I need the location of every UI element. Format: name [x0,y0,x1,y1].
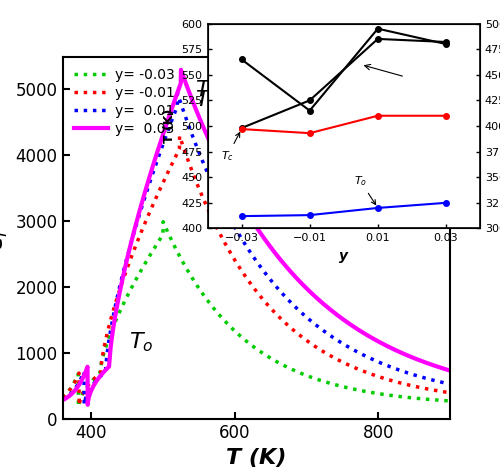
Line: y=  0.03: y= 0.03 [62,70,450,405]
y= -0.01 [447,390,453,396]
y=  0.03 [60,398,66,403]
y= -0.03 [160,219,166,225]
Legend: y= -0.03, y= -0.01, y=  0.01, y=  0.03: y= -0.03, y= -0.01, y= 0.01, y= 0.03 [70,64,180,140]
Text: $T_c$: $T_c$ [196,88,219,112]
Text: $T_o$: $T_o$ [128,330,153,354]
y=  0.03 [238,200,244,205]
y=  0.03 [365,333,371,339]
Y-axis label: $\varepsilon_r$: $\varepsilon_r$ [0,226,10,250]
y=  0.03 [80,376,86,382]
y= -0.01 [436,388,442,394]
y= -0.01 [76,403,82,408]
y= -0.03 [447,398,453,404]
y= -0.01 [80,391,86,397]
X-axis label: T (K): T (K) [226,447,286,468]
Line: y= -0.03: y= -0.03 [62,222,450,407]
y=  0.01 [238,235,244,241]
Line: y= -0.01: y= -0.01 [62,136,450,406]
y=  0.01 [365,354,371,360]
y= -0.03 [436,398,442,403]
Line: y=  0.01: y= 0.01 [62,93,450,405]
y= -0.01 [365,370,371,376]
Text: $T_o$: $T_o$ [354,174,376,204]
y=  0.01 [81,402,87,407]
Y-axis label: T (K): T (K) [163,109,176,143]
y=  0.01 [248,251,254,257]
y=  0.03 [84,402,90,407]
y= -0.03 [80,391,86,397]
y= -0.03 [365,389,371,395]
y=  0.01 [447,381,453,387]
y= -0.03 [76,404,82,410]
y= -0.01 [436,388,442,394]
y= -0.03 [436,398,442,403]
y= -0.01 [238,267,244,273]
y=  0.01 [174,90,180,96]
y=  0.03 [436,364,442,370]
y= -0.03 [248,342,254,348]
y= -0.01 [176,133,182,139]
Text: $T_c$: $T_c$ [196,78,219,102]
y=  0.03 [248,217,254,222]
y=  0.01 [80,373,86,379]
y= -0.03 [60,395,66,400]
y=  0.03 [447,368,453,374]
y=  0.01 [436,379,442,384]
y= -0.01 [248,282,254,287]
y=  0.03 [436,365,442,370]
X-axis label: y: y [339,249,348,263]
y= -0.01 [60,395,66,400]
y=  0.01 [60,397,66,403]
y= -0.03 [238,334,244,340]
y=  0.03 [178,67,184,73]
y=  0.01 [436,379,442,384]
Text: $T_c$: $T_c$ [221,133,240,162]
